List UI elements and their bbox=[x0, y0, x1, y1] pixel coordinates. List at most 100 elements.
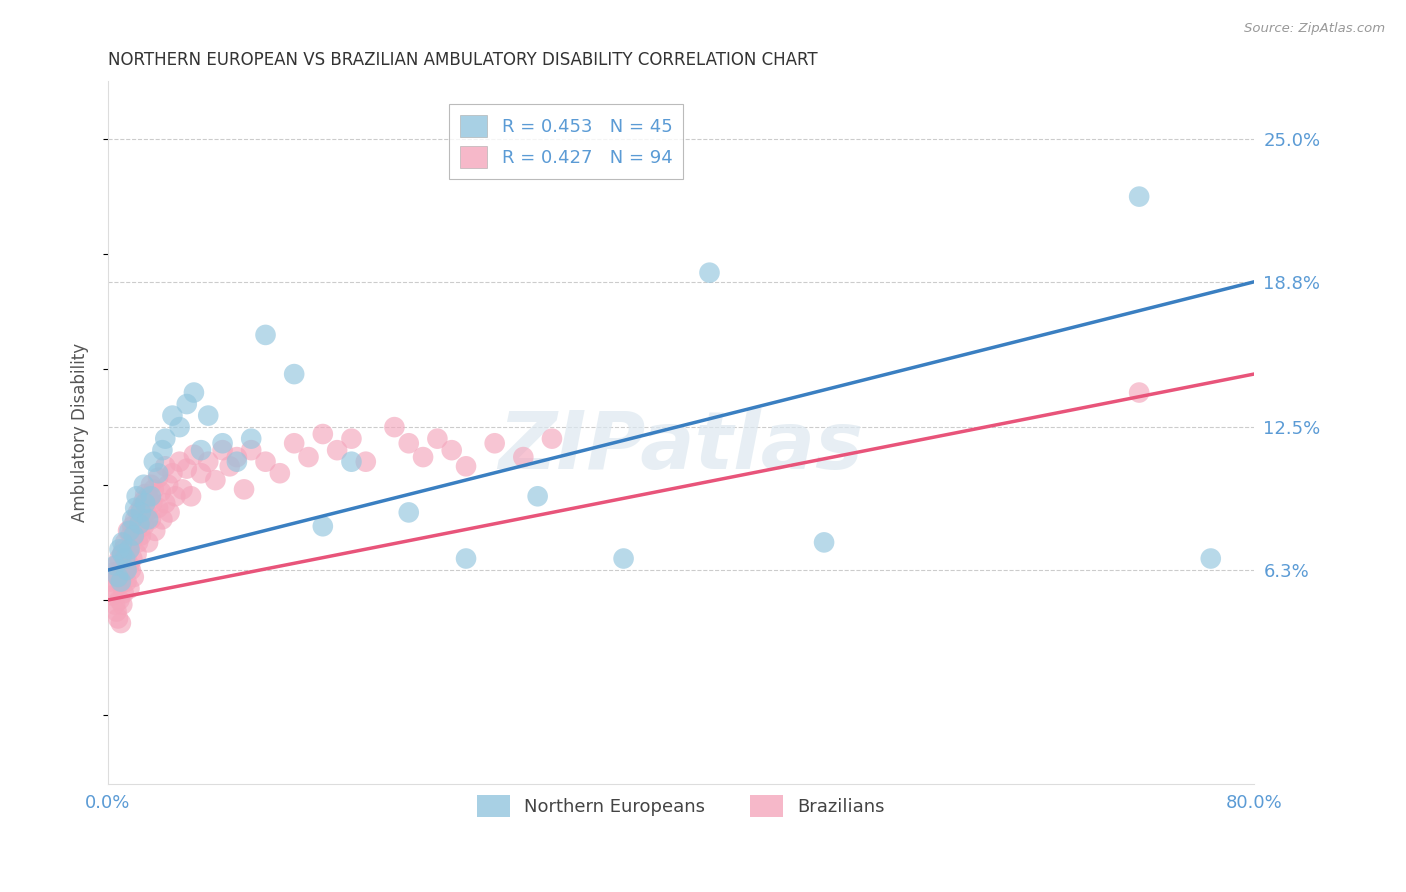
Point bbox=[312, 519, 335, 533]
Point bbox=[157, 477, 180, 491]
Point bbox=[110, 574, 132, 589]
Point bbox=[124, 512, 146, 526]
Point bbox=[240, 432, 263, 446]
Point bbox=[100, 574, 122, 589]
Text: Source: ZipAtlas.com: Source: ZipAtlas.com bbox=[1244, 22, 1385, 36]
Point bbox=[398, 436, 420, 450]
Point bbox=[122, 528, 145, 542]
Point bbox=[146, 471, 169, 485]
Point bbox=[114, 563, 136, 577]
Point bbox=[122, 570, 145, 584]
Point bbox=[172, 483, 194, 497]
Point bbox=[120, 528, 142, 542]
Point bbox=[142, 455, 165, 469]
Point bbox=[115, 563, 138, 577]
Point bbox=[136, 489, 159, 503]
Point bbox=[384, 420, 406, 434]
Point bbox=[139, 489, 162, 503]
Point bbox=[155, 432, 177, 446]
Point bbox=[112, 586, 135, 600]
Point bbox=[197, 455, 219, 469]
Point bbox=[101, 588, 124, 602]
Point bbox=[180, 489, 202, 503]
Point bbox=[114, 551, 136, 566]
Point bbox=[225, 450, 247, 464]
Point bbox=[110, 563, 132, 577]
Point bbox=[129, 500, 152, 515]
Point bbox=[104, 558, 127, 573]
Point bbox=[149, 484, 172, 499]
Point bbox=[398, 505, 420, 519]
Point bbox=[141, 496, 163, 510]
Point bbox=[122, 531, 145, 545]
Point bbox=[132, 519, 155, 533]
Point bbox=[110, 577, 132, 591]
Point bbox=[283, 436, 305, 450]
Point bbox=[127, 535, 149, 549]
Point bbox=[111, 598, 134, 612]
Point bbox=[440, 443, 463, 458]
Point bbox=[218, 459, 240, 474]
Point bbox=[165, 489, 187, 503]
Point bbox=[134, 487, 156, 501]
Point bbox=[118, 542, 141, 557]
Point bbox=[211, 436, 233, 450]
Point bbox=[190, 443, 212, 458]
Text: NORTHERN EUROPEAN VS BRAZILIAN AMBULATORY DISABILITY CORRELATION CHART: NORTHERN EUROPEAN VS BRAZILIAN AMBULATOR… bbox=[108, 51, 818, 69]
Point bbox=[110, 616, 132, 631]
Point bbox=[454, 551, 477, 566]
Point bbox=[139, 477, 162, 491]
Point bbox=[176, 397, 198, 411]
Point bbox=[1128, 385, 1150, 400]
Point bbox=[526, 489, 548, 503]
Point bbox=[121, 519, 143, 533]
Point bbox=[125, 524, 148, 538]
Point bbox=[107, 611, 129, 625]
Point bbox=[283, 367, 305, 381]
Point bbox=[125, 547, 148, 561]
Point bbox=[108, 593, 131, 607]
Point bbox=[204, 473, 226, 487]
Point bbox=[108, 542, 131, 557]
Point bbox=[813, 535, 835, 549]
Point bbox=[132, 494, 155, 508]
Point bbox=[152, 443, 174, 458]
Point bbox=[105, 558, 128, 573]
Point bbox=[112, 542, 135, 557]
Point bbox=[426, 432, 449, 446]
Point bbox=[1128, 189, 1150, 203]
Point bbox=[512, 450, 534, 464]
Point bbox=[108, 551, 131, 566]
Point bbox=[1199, 551, 1222, 566]
Point bbox=[132, 477, 155, 491]
Point bbox=[104, 598, 127, 612]
Point bbox=[104, 582, 127, 596]
Point bbox=[162, 467, 184, 481]
Point bbox=[340, 455, 363, 469]
Point bbox=[128, 516, 150, 531]
Point bbox=[143, 524, 166, 538]
Point bbox=[118, 542, 141, 557]
Point bbox=[105, 605, 128, 619]
Point bbox=[240, 443, 263, 458]
Point bbox=[107, 570, 129, 584]
Point bbox=[169, 420, 191, 434]
Point bbox=[211, 443, 233, 458]
Point bbox=[155, 459, 177, 474]
Point bbox=[176, 461, 198, 475]
Point bbox=[254, 327, 277, 342]
Point bbox=[111, 547, 134, 561]
Point bbox=[183, 448, 205, 462]
Point bbox=[354, 455, 377, 469]
Point bbox=[162, 409, 184, 423]
Point bbox=[103, 566, 125, 580]
Legend: Northern Europeans, Brazilians: Northern Europeans, Brazilians bbox=[470, 789, 891, 824]
Text: ZIPatlas: ZIPatlas bbox=[498, 408, 863, 486]
Point bbox=[484, 436, 506, 450]
Point bbox=[233, 483, 256, 497]
Point bbox=[125, 489, 148, 503]
Point bbox=[118, 558, 141, 573]
Point bbox=[297, 450, 319, 464]
Point bbox=[117, 524, 139, 538]
Point bbox=[135, 505, 157, 519]
